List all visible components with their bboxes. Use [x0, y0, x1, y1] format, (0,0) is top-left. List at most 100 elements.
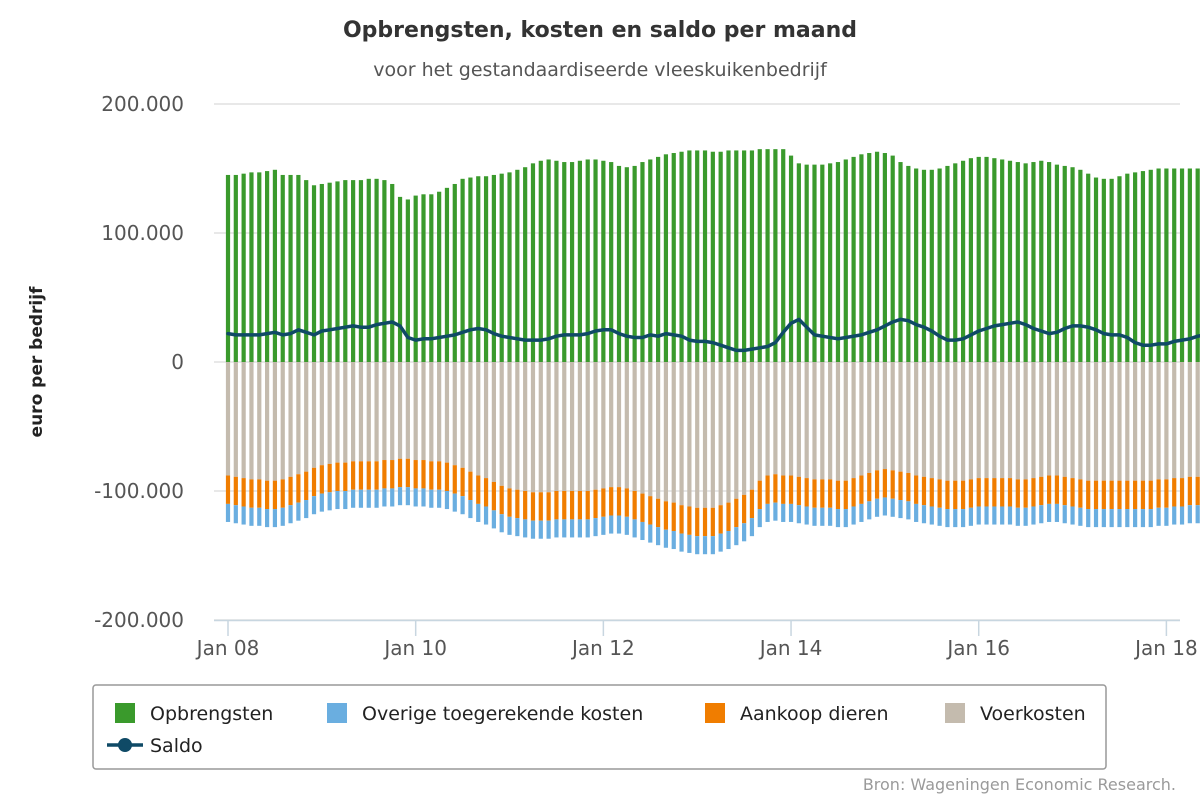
- bar-opbrengsten: [437, 191, 442, 362]
- bar-aankoop-dieren: [828, 479, 833, 508]
- bar-aankoop-dieren: [1007, 478, 1013, 507]
- x-tick-label: Jan 12: [570, 636, 635, 660]
- bar-opbrengsten: [1156, 168, 1161, 362]
- bar-overige-toegerekende-kosten: [1117, 509, 1122, 528]
- bar-overige-toegerekende-kosten: [648, 524, 653, 543]
- legend-item-opbrengsten[interactable]: Opbrengsten: [115, 703, 273, 725]
- bar-aankoop-dieren: [397, 458, 403, 488]
- legend-item-saldo[interactable]: Saldo: [107, 735, 203, 757]
- bar-voerkosten: [1093, 362, 1099, 481]
- bar-aankoop-dieren: [812, 479, 817, 508]
- bar-opbrengsten: [476, 176, 481, 362]
- bar-opbrengsten: [804, 164, 809, 362]
- bar-overige-toegerekende-kosten: [820, 507, 825, 526]
- bar-aankoop-dieren: [1086, 480, 1091, 510]
- bar-overige-toegerekende-kosten: [1031, 506, 1036, 525]
- bar-aankoop-dieren: [914, 475, 919, 504]
- bar-opbrengsten: [718, 151, 723, 362]
- bar-aankoop-dieren: [343, 462, 348, 491]
- bar-aankoop-dieren: [976, 478, 981, 507]
- y-tick-label: -200.000: [94, 608, 184, 632]
- bar-opbrengsten: [554, 160, 559, 362]
- bar-opbrengsten: [1140, 171, 1146, 362]
- bar-opbrengsten: [468, 177, 473, 362]
- bar-aankoop-dieren: [515, 489, 520, 519]
- bar-opbrengsten: [632, 165, 637, 362]
- bar-voerkosten: [554, 362, 559, 491]
- bar-overige-toegerekende-kosten: [327, 492, 332, 511]
- bar-overige-toegerekende-kosten: [382, 488, 387, 507]
- bar-overige-toegerekende-kosten: [1039, 505, 1044, 524]
- bar-voerkosten: [616, 362, 622, 488]
- legend-item-voerkosten[interactable]: Voerkosten: [945, 703, 1086, 725]
- bar-opbrengsten: [702, 150, 708, 362]
- bar-opbrengsten: [1101, 178, 1106, 362]
- bar-aankoop-dieren: [1039, 476, 1044, 506]
- chart-title: Opbrengsten, kosten en saldo per maand: [343, 18, 857, 43]
- legend-item-aankoop-dieren[interactable]: Aankoop dieren: [705, 703, 889, 725]
- bar-overige-toegerekende-kosten: [437, 489, 442, 508]
- bar-opbrengsten: [358, 180, 364, 362]
- bar-overige-toegerekende-kosten: [577, 519, 582, 538]
- bar-aankoop-dieren: [257, 479, 262, 508]
- bar-overige-toegerekende-kosten: [1062, 505, 1067, 524]
- bar-voerkosten: [351, 362, 356, 462]
- bar-aankoop-dieren: [1187, 476, 1192, 506]
- bar-voerkosten: [804, 362, 809, 479]
- bar-voerkosten: [679, 362, 684, 506]
- bar-overige-toegerekende-kosten: [530, 520, 536, 539]
- bar-aankoop-dieren: [718, 505, 723, 534]
- bar-opbrengsten: [327, 182, 332, 362]
- bar-opbrengsten: [569, 162, 575, 362]
- bar-opbrengsten: [515, 169, 520, 362]
- bar-aankoop-dieren: [366, 461, 371, 490]
- legend-label: Voerkosten: [980, 703, 1086, 725]
- bar-opbrengsten: [671, 153, 676, 362]
- bar-opbrengsten: [390, 183, 395, 362]
- bar-aankoop-dieren: [874, 470, 880, 499]
- bar-opbrengsten: [1093, 177, 1099, 362]
- bar-overige-toegerekende-kosten: [1133, 509, 1138, 528]
- bar-overige-toegerekende-kosten: [468, 500, 473, 519]
- bar-voerkosten: [953, 362, 958, 481]
- bar-overige-toegerekende-kosten: [257, 507, 262, 526]
- bar-voerkosten: [624, 362, 629, 489]
- bar-opbrengsten: [272, 169, 278, 362]
- bar-aankoop-dieren: [593, 489, 598, 519]
- bar-opbrengsten: [867, 153, 872, 362]
- bar-aankoop-dieren: [554, 491, 559, 520]
- bar-overige-toegerekende-kosten: [906, 501, 911, 520]
- bar-overige-toegerekende-kosten: [624, 516, 629, 535]
- bar-opbrengsten: [796, 163, 801, 362]
- bar-voerkosten: [976, 362, 981, 479]
- bar-voerkosten: [1109, 362, 1114, 481]
- bar-aankoop-dieren: [1117, 480, 1122, 510]
- bar-voerkosten: [742, 362, 747, 495]
- bar-aankoop-dieren: [296, 474, 301, 503]
- bar-voerkosten: [1140, 362, 1146, 481]
- legend-item-overige-toegerekende-kosten[interactable]: Overige toegerekende kosten: [327, 703, 643, 725]
- bar-opbrengsten: [405, 199, 410, 362]
- bar-overige-toegerekende-kosten: [538, 520, 543, 539]
- bar-aankoop-dieren: [483, 478, 489, 507]
- bar-voerkosten: [444, 362, 450, 463]
- bar-aankoop-dieren: [929, 478, 934, 507]
- bar-voerkosten: [1117, 362, 1122, 481]
- bar-aankoop-dieren: [1101, 480, 1106, 510]
- bar-aankoop-dieren: [405, 458, 410, 488]
- y-tick-label: 200.000: [101, 92, 184, 116]
- chart-subtitle: voor het gestandaardiseerde vleeskuikenb…: [373, 59, 828, 81]
- bar-aankoop-dieren: [311, 467, 317, 497]
- bar-overige-toegerekende-kosten: [788, 503, 794, 522]
- bar-voerkosten: [569, 362, 575, 491]
- bar-opbrengsten: [233, 174, 238, 362]
- bar-overige-toegerekende-kosten: [304, 500, 309, 519]
- bar-voerkosten: [937, 362, 942, 480]
- bar-voerkosten: [562, 362, 567, 491]
- bar-voerkosten: [530, 362, 536, 493]
- legend-box: [92, 684, 1107, 770]
- bar-voerkosten: [710, 362, 715, 508]
- bar-voerkosten: [366, 362, 371, 462]
- bar-voerkosten: [1164, 362, 1169, 480]
